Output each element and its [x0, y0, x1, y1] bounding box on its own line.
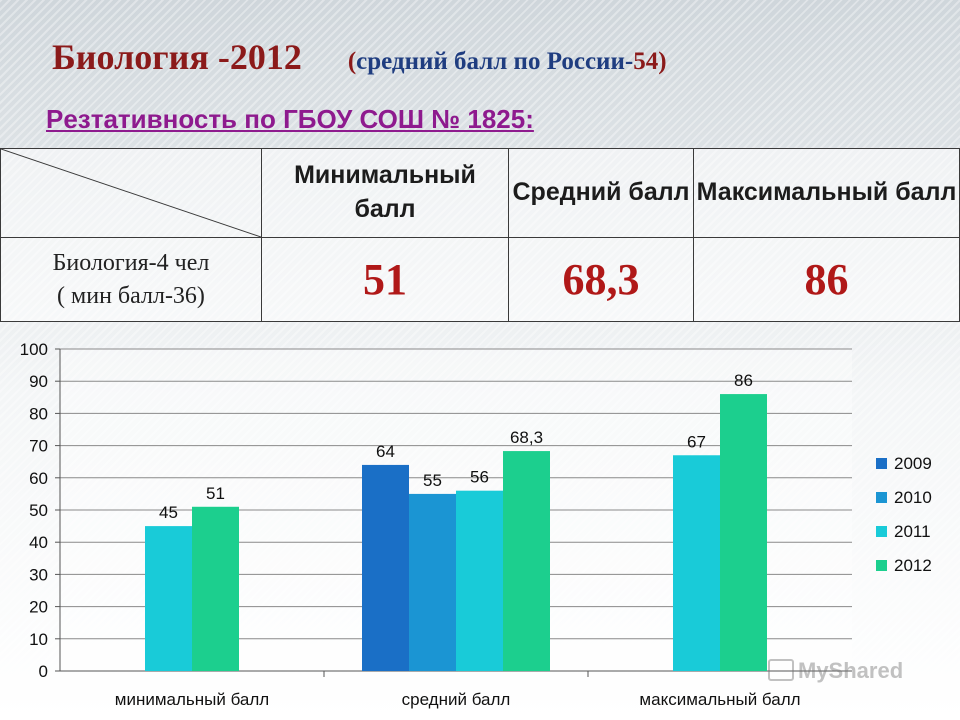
legend-label-2011: 2011 [894, 522, 931, 541]
column-header-max: Максимальный балл [693, 148, 960, 238]
summary-header-row: Минимальный балл Средний балл Максимальн… [0, 148, 960, 238]
legend-swatch-2010 [876, 492, 887, 503]
y-tick-label: 20 [29, 598, 48, 617]
row-header: Биология-4 чел ( мин балл-36) [0, 237, 262, 322]
corner-diagonal [1, 149, 261, 237]
subtitle-value: 54 [633, 48, 659, 75]
column-header-avg: Средний балл [508, 148, 694, 238]
results-heading: Рeзтативность по ГБОУ СОШ № 1825: [46, 104, 534, 134]
y-tick-label: 60 [29, 469, 48, 488]
bar-2011-1 [145, 526, 192, 671]
data-label: 55 [423, 471, 442, 490]
data-label: 67 [687, 432, 706, 451]
slide-title: Биология -2012 (средний балл по России-54… [52, 36, 932, 86]
y-tick-label: 100 [20, 340, 48, 359]
legend-swatch-2009 [876, 458, 887, 469]
bar-2009-2 [362, 464, 409, 671]
y-tick-label: 70 [29, 437, 48, 456]
title-subtitle: (средний балл по России-54) [348, 48, 667, 75]
y-tick-label: 0 [39, 662, 48, 681]
bar-2012-2 [503, 451, 550, 671]
bar-2012-1 [192, 506, 239, 671]
subtitle-open-paren: ( [347, 48, 357, 75]
legend-label-2009: 2009 [894, 454, 932, 473]
bar-2011-3 [673, 455, 720, 671]
corner-cell [0, 148, 262, 238]
summary-table: Минимальный балл Средний балл Максимальн… [0, 148, 960, 322]
row-header-line2: ( мин балл-36) [57, 282, 205, 309]
value-min: 51 [261, 237, 509, 322]
data-label: 51 [206, 484, 225, 503]
y-tick-label: 30 [29, 565, 48, 584]
row-header-line1: Биология-4 чел [52, 250, 210, 277]
bar-2011-2 [456, 490, 503, 671]
y-tick-label: 40 [29, 533, 48, 552]
data-label: 45 [159, 503, 178, 522]
y-tick-label: 90 [29, 372, 48, 391]
bar-2012-3 [720, 394, 767, 671]
legend-swatch-2011 [876, 526, 887, 537]
x-category-label: средний балл [402, 690, 511, 709]
data-label: 68,3 [510, 428, 543, 447]
y-tick-label: 10 [29, 630, 48, 649]
legend-swatch-2012 [876, 560, 887, 571]
value-avg: 68,3 [508, 237, 694, 322]
data-label: 56 [470, 468, 489, 487]
data-label: 64 [376, 442, 395, 461]
column-header-min: Минимальный балл [261, 148, 509, 238]
title-main: Биология -2012 [52, 37, 302, 77]
y-tick-label: 80 [29, 404, 48, 423]
x-category-label: максимальный балл [639, 690, 800, 709]
x-category-label: минимальный балл [115, 690, 269, 709]
legend-label-2010: 2010 [894, 488, 932, 507]
bar-2010-2 [409, 493, 456, 671]
y-tick-label: 50 [29, 501, 48, 520]
legend-label-2012: 2012 [894, 556, 932, 575]
subtitle-close-paren: ) [658, 48, 667, 75]
watermark-text: MyShared [798, 658, 904, 683]
watermark: MyShared [768, 658, 903, 684]
summary-data-row: Биология-4 чел ( мин балл-36) 51 68,3 86 [0, 237, 960, 322]
subtitle-text: средний балл по России- [356, 48, 634, 75]
bar-chart: 0 10 20 30 40 50 60 70 80 90 100 45 51 минимальный ба… [20, 340, 932, 709]
watermark-icon [768, 659, 794, 681]
value-max: 86 [693, 237, 960, 322]
data-label: 86 [734, 371, 753, 390]
